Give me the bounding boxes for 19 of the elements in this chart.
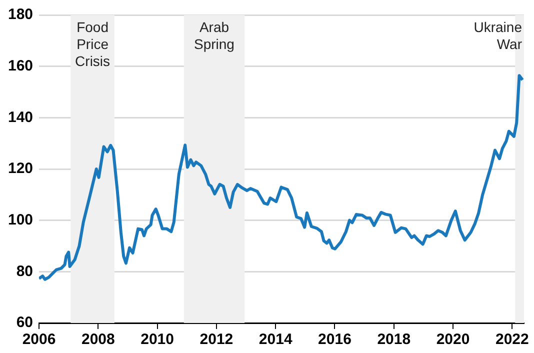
x-tick-label: 2018 — [377, 331, 411, 348]
y-tick-label: 80 — [16, 262, 34, 280]
y-tick-label: 60 — [16, 314, 34, 332]
y-tick-label: 180 — [8, 6, 34, 24]
x-tick-label: 2010 — [140, 331, 174, 348]
x-tick-label: 2006 — [22, 331, 56, 348]
y-tick-label: 120 — [8, 160, 34, 178]
y-tick-label: 100 — [8, 211, 34, 228]
x-tick-label: 2022 — [495, 331, 529, 348]
y-tick-label: 140 — [8, 108, 34, 126]
x-tick-label: 2014 — [258, 331, 293, 348]
x-tick-label: 2008 — [81, 331, 115, 348]
y-tick-label: 160 — [8, 57, 34, 74]
band-label: Food Price Crisis — [75, 18, 110, 69]
band-label: Ukraine War — [474, 18, 522, 52]
band-label: Arab Spring — [194, 18, 234, 52]
x-tick-label: 2020 — [436, 331, 470, 348]
x-tick-label: 2012 — [200, 331, 234, 348]
x-tick-label: 2016 — [318, 331, 352, 348]
